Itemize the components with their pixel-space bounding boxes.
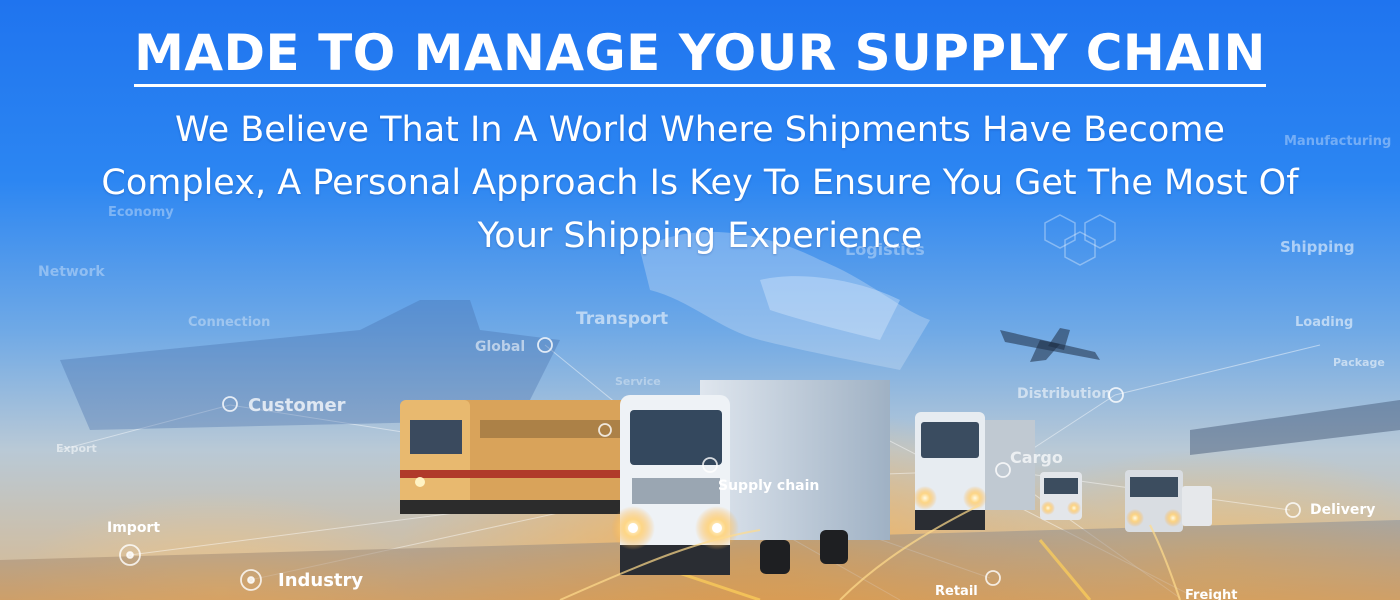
airplane-silhouette (1000, 328, 1100, 362)
tag-package: Package (1333, 356, 1385, 369)
headline-wrapper: MADE TO MANAGE YOUR SUPPLY CHAIN (0, 24, 1400, 87)
tag-supply-chain: Supply chain (718, 478, 820, 494)
tag-global: Global (475, 339, 526, 355)
tag-loading: Loading (1295, 315, 1354, 330)
tag-service: Service (615, 375, 661, 388)
page-title: MADE TO MANAGE YOUR SUPPLY CHAIN (134, 24, 1266, 87)
tag-customer: Customer (248, 395, 346, 416)
tag-cargo: Cargo (1010, 448, 1063, 467)
cargo-ship-silhouette (60, 300, 560, 430)
page-subtitle: We Believe That In A World Where Shipmen… (101, 110, 1299, 256)
tag-retail: Retail (935, 584, 978, 599)
tag-logistics: Logistics (845, 240, 925, 259)
main-truck (611, 380, 890, 575)
light-trails (559, 504, 1181, 600)
tag-freight: Freight (1185, 588, 1238, 600)
hexagon-icons (1044, 214, 1116, 266)
tag-export: Export (56, 442, 97, 455)
tag-economy: Economy (108, 205, 174, 220)
tag-delivery: Delivery (1310, 502, 1376, 518)
tag-distribution: Distribution (1017, 386, 1112, 402)
tag-shipping: Shipping (1280, 238, 1355, 256)
tag-connection: Connection (188, 315, 271, 330)
bridge-silhouette (1190, 400, 1400, 455)
tag-manufacturing: Manufacturing (1284, 134, 1392, 149)
second-truck (913, 412, 1035, 530)
tag-network: Network (38, 264, 105, 280)
tag-industry: Industry (278, 570, 364, 591)
tag-transport: Transport (576, 309, 669, 329)
map-pin-icons (119, 337, 1301, 591)
tag-import: Import (107, 520, 161, 536)
handshake-silhouette (640, 231, 930, 370)
distant-trucks (1040, 470, 1212, 532)
